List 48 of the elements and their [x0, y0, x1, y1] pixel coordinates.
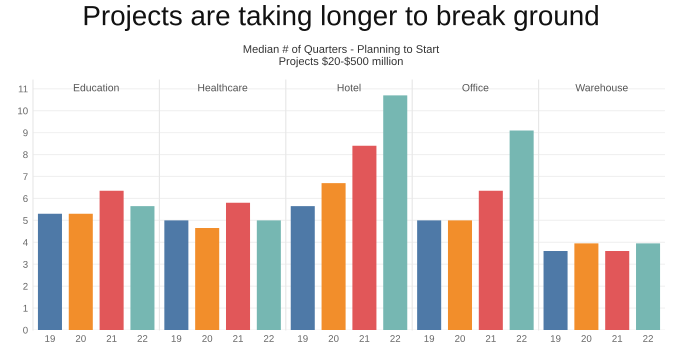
x-tick-label: 21 [612, 335, 622, 342]
bar [383, 95, 408, 330]
y-tick-label: 11 [18, 86, 28, 92]
text: Median # of Quarters - Planning to Start [244, 44, 440, 56]
y-tick-label: 10 [18, 107, 28, 114]
y-tick-label: 3 [23, 260, 28, 268]
chart-title: Warehouse [575, 84, 628, 92]
bar [290, 206, 315, 330]
text: Projects $20-$500 million [280, 56, 403, 68]
x-tick-label: 20 [581, 335, 592, 342]
bar [352, 146, 376, 330]
x-tick-label: 20 [455, 335, 466, 342]
bar [68, 214, 93, 330]
y-tick-label: 2 [23, 282, 28, 290]
x-tick-label: 21 [106, 335, 117, 342]
bar [322, 183, 346, 330]
x-tick-label: 20 [202, 335, 212, 342]
x-tick-label: 21 [233, 335, 243, 342]
x-tick-label: 22 [516, 335, 527, 342]
chart-title: Healthcare [198, 84, 248, 92]
x-tick-label: 22 [264, 335, 274, 342]
x-tick-label: 19 [298, 335, 308, 342]
y-tick-label: 5 [23, 217, 28, 224]
bar [130, 206, 154, 330]
y-tick-label: 6 [23, 195, 28, 202]
y-tick-label: 9 [23, 129, 28, 136]
x-tick-label: 20 [328, 335, 339, 342]
text: Projects are taking longer to break ground [84, 5, 598, 31]
x-tick-label: 22 [390, 335, 400, 342]
chart-title: Education [74, 84, 119, 92]
x-tick-label: 19 [172, 335, 182, 342]
y-tick-label: 0 [23, 326, 28, 334]
y-tick-label: 1 [23, 304, 28, 312]
x-tick-label: 19 [424, 335, 434, 342]
bar [38, 214, 62, 330]
y-tick-label: 7 [23, 173, 28, 180]
x-tick-label: 19 [550, 335, 561, 342]
x-tick-label: 22 [643, 335, 653, 342]
x-tick-label: 20 [76, 335, 86, 342]
chart-title: Office [462, 84, 488, 92]
bar [100, 190, 124, 330]
chart-title: Hotel [338, 84, 360, 92]
x-tick-label: 21 [486, 335, 496, 342]
x-tick-label: 22 [138, 335, 148, 342]
x-tick-label: 21 [359, 335, 370, 342]
y-tick-label: 8 [23, 151, 28, 158]
y-tick-label: 4 [22, 239, 28, 246]
x-tick-label: 19 [45, 335, 55, 342]
